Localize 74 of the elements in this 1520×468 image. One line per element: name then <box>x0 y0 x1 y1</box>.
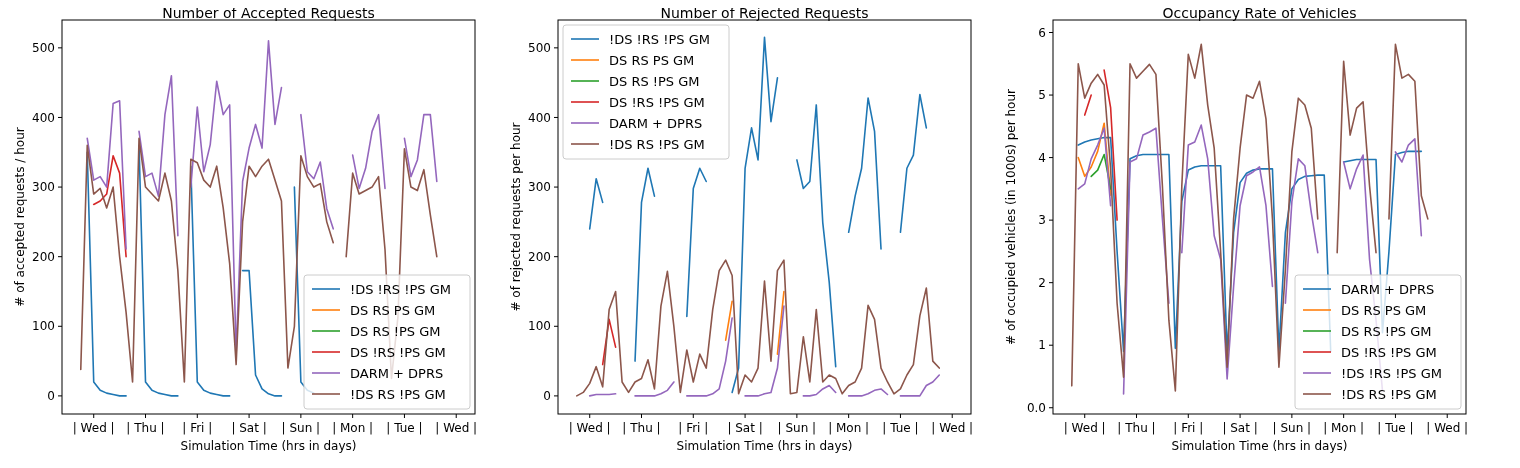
legend-label: !DS !RS !PS GM <box>609 31 710 47</box>
y-tick-label: 200 <box>32 249 55 264</box>
y-axis-title: # of rejected requests per hour <box>509 122 523 312</box>
legend-label: DS !RS !PS GM <box>350 344 446 360</box>
legend-label: !DS RS !PS GM <box>609 136 705 152</box>
y-axis-title: # of accepted requests / hour <box>13 127 27 307</box>
x-tick-label: | Wed | <box>568 421 611 435</box>
y-tick-label: 300 <box>528 180 551 195</box>
y-tick-label: 100 <box>32 319 55 334</box>
x-tick-label: | Fri | <box>678 421 709 435</box>
x-tick-label: | Wed | <box>72 421 115 435</box>
legend-label: DS !RS !PS GM <box>1341 344 1437 360</box>
x-tick-label: | Sun | <box>281 421 321 435</box>
legend-label: !DS !RS !PS GM <box>350 281 451 297</box>
x-tick-label: | Tue | <box>1377 421 1414 435</box>
y-tick-label: 300 <box>32 180 55 195</box>
line-series <box>92 154 127 258</box>
chart-title: Number of Rejected Requests <box>660 5 869 21</box>
legend-label: DS RS !PS GM <box>350 323 441 339</box>
y-tick-label: 2 <box>1038 275 1046 290</box>
x-tick-label: | Tue | <box>882 421 919 435</box>
x-tick-label: | Wed | <box>1063 421 1106 435</box>
y-tick-label: 5 <box>1038 88 1046 103</box>
y-tick-label: 0 <box>47 389 55 404</box>
x-tick-label: | Wed | <box>1426 421 1469 435</box>
x-tick-label: | Sat | <box>727 421 763 435</box>
legend-label: DS RS PS GM <box>350 302 436 318</box>
chart-title: Number of Accepted Requests <box>162 5 375 21</box>
y-tick-label: 200 <box>528 249 551 264</box>
y-tick-label: 0.0 <box>1026 400 1046 415</box>
x-tick-label: | Mon | <box>828 421 870 435</box>
legend-label: DS RS !PS GM <box>1341 323 1432 339</box>
legend-label: !DS RS !PS GM <box>1341 386 1437 402</box>
legend-label: DS !RS !PS GM <box>609 94 705 110</box>
y-tick-label: 500 <box>528 41 551 56</box>
legend-label: DS RS PS GM <box>1341 302 1427 318</box>
y-tick-label: 1 <box>1038 338 1046 353</box>
chart-title: Occupancy Rate of Vehicles <box>1162 5 1357 21</box>
x-tick-label: | Tue | <box>386 421 423 435</box>
legend-label: DS RS PS GM <box>609 52 695 68</box>
legend-label: !DS !RS !PS GM <box>1341 365 1442 381</box>
y-tick-label: 4 <box>1038 150 1046 165</box>
x-tick-label: | Mon | <box>1323 421 1365 435</box>
legend-label: !DS RS !PS GM <box>350 386 446 402</box>
x-tick-label: | Wed | <box>435 421 478 435</box>
x-tick-label: | Wed | <box>931 421 974 435</box>
x-tick-label: | Sat | <box>1222 421 1258 435</box>
legend-label: DARM + DPRS <box>609 115 703 131</box>
y-axis-title: # of occupied vehicles (in 1000s) per hour <box>1004 88 1018 345</box>
x-tick-label: | Thu | <box>622 421 661 435</box>
line-series <box>575 259 941 397</box>
line-series <box>1090 153 1112 190</box>
x-tick-label: | Sun | <box>1272 421 1312 435</box>
y-tick-label: 400 <box>32 110 55 125</box>
x-axis-title: Simulation Time (hrs in days) <box>676 439 853 453</box>
y-tick-label: 6 <box>1038 25 1046 40</box>
x-tick-label: | Sun | <box>777 421 817 435</box>
legend-label: DARM + DPRS <box>350 365 444 381</box>
legend-label: DS RS !PS GM <box>609 73 700 89</box>
y-tick-label: 500 <box>32 41 55 56</box>
x-tick-label: | Fri | <box>182 421 213 435</box>
x-tick-label: | Thu | <box>126 421 165 435</box>
x-axis-title: Simulation Time (hrs in days) <box>180 439 357 453</box>
line-series <box>1077 122 1112 196</box>
y-tick-label: 100 <box>528 319 551 334</box>
legend-label: DARM + DPRS <box>1341 281 1435 297</box>
x-tick-label: | Thu | <box>1117 421 1156 435</box>
y-tick-label: 3 <box>1038 213 1046 228</box>
x-tick-label: | Mon | <box>332 421 374 435</box>
x-axis-title: Simulation Time (hrs in days) <box>1171 439 1348 453</box>
x-tick-label: | Fri | <box>1173 421 1204 435</box>
y-tick-label: 0 <box>543 389 551 404</box>
y-tick-label: 400 <box>528 110 551 125</box>
x-tick-label: | Sat | <box>231 421 267 435</box>
